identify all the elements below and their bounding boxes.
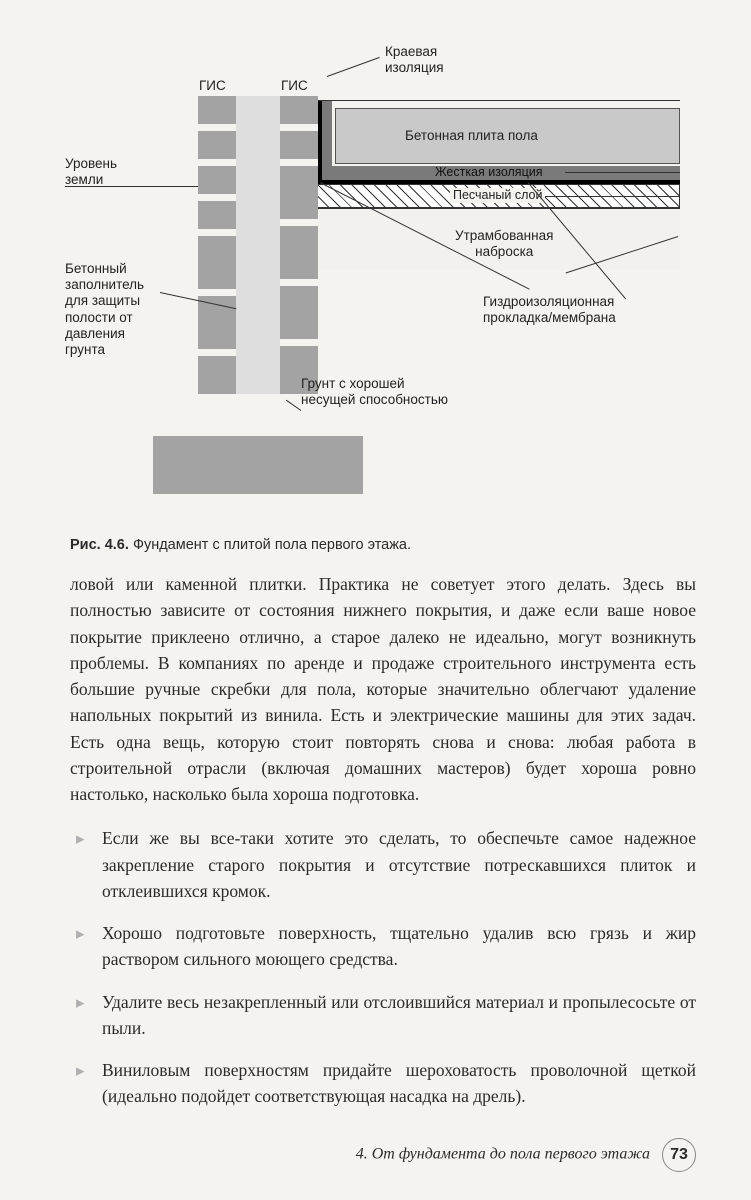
list-item: Если же вы все-таки хотите это сделать, … bbox=[76, 825, 696, 904]
caption-prefix: Рис. 4.6. bbox=[70, 537, 129, 553]
label-edge-isolation: Краевая изоляция bbox=[385, 44, 444, 76]
list-item: Виниловым поверхностям придайте шерохова… bbox=[76, 1057, 696, 1110]
list-item: Удалите весь незакрепленный или отслоивш… bbox=[76, 989, 696, 1042]
bullet-list: Если же вы все-таки хотите это сделать, … bbox=[70, 825, 696, 1109]
chapter-title: 4. От фундамента до пола первого этажа bbox=[356, 1146, 650, 1163]
page-footer: 4. От фундамента до пола первого этажа 7… bbox=[356, 1138, 696, 1172]
figure-caption: Рис. 4.6. Фундамент с плитой пола первог… bbox=[70, 537, 696, 553]
label-concrete-filler: Бетонный заполнитель для защиты полости … bbox=[65, 261, 144, 358]
body-paragraph: ловой или каменной плитки. Практика не с… bbox=[70, 571, 696, 807]
label-damp-proof: Гиздроизоляционная прокладка/мембрана bbox=[483, 294, 616, 326]
label-gis-left: ГИС bbox=[199, 78, 226, 94]
caption-text: Фундамент с плитой пола первого этажа. bbox=[133, 537, 411, 553]
label-slab: Бетонная плита пола bbox=[405, 128, 538, 144]
label-compacted-fill: Утрамбованная наброска bbox=[455, 228, 553, 260]
page-number: 73 bbox=[662, 1138, 696, 1172]
label-ground-level: Уровень земли bbox=[65, 156, 117, 188]
label-rigid-isolation: Жесткая изоляция bbox=[435, 165, 542, 180]
label-gis-right: ГИС bbox=[281, 78, 308, 94]
label-sand: Песчаный слой bbox=[450, 188, 545, 203]
label-bearing-soil: Грунт с хорошей несущей способностью bbox=[301, 376, 448, 408]
list-item: Хорошо подготовьте поверхность, тщательн… bbox=[76, 920, 696, 973]
foundation-diagram: ГИС ГИС Краевая изоляция Уровень земли Б… bbox=[65, 38, 680, 523]
